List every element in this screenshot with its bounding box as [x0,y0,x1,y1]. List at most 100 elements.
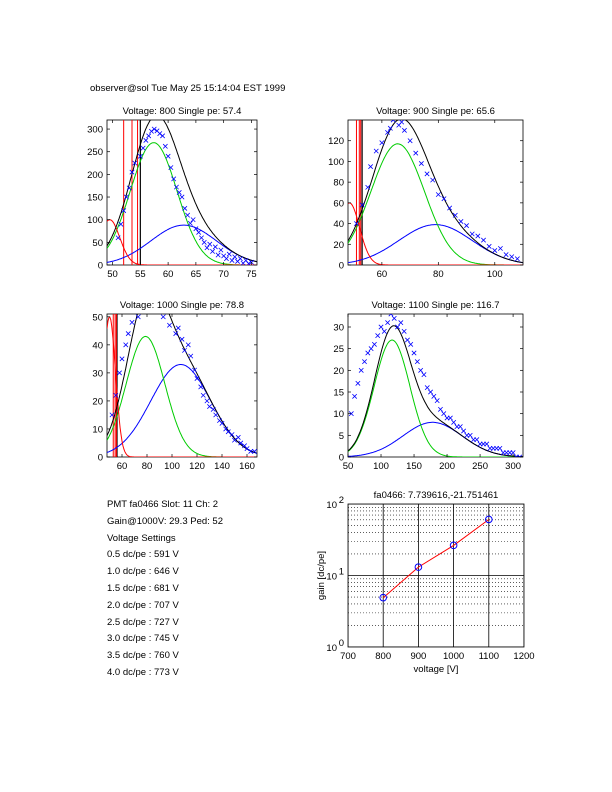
data-point [388,314,394,317]
data-point [365,184,371,190]
data-point [368,164,374,170]
x-tick-label: 1200 [513,651,534,662]
data-point [173,331,179,337]
data-point [151,126,157,132]
data-point [235,434,241,440]
data-point [492,248,498,253]
data-point [137,153,143,159]
y-tick-label: 0 [339,453,344,464]
gain-point [449,541,458,550]
data-point [140,145,146,151]
data-point [395,324,401,330]
y-tick-label: 0 [98,261,103,272]
y-tick-label: 20 [333,240,344,251]
histogram-800v: Voltage: 800 Single pe: 57.4 50 55 60 65 70 75… [87,106,258,280]
data-point [182,347,187,353]
data-point [467,432,473,438]
y-tick-exponent: 2 [339,495,344,506]
histogram-1000v: Voltage: 1000 Single pe: 78.860 80 100 120 1… [92,287,258,472]
data-point [244,446,250,452]
data-point [375,333,381,339]
x-tick-label: 120 [189,461,205,472]
x-tick-label: 100 [373,461,389,472]
y-tick-label: 50 [92,312,103,323]
data-point [129,169,135,175]
data-point [452,212,458,218]
plot-title: Voltage: 1100 Single pe: 116.7 [371,300,499,311]
plot-frame [347,313,524,458]
x-tick-label: 80 [142,461,153,472]
data-point [204,245,210,251]
y-tick-label: 20 [333,366,344,377]
x-axis-label: voltage [V] [414,664,459,675]
data-point [353,221,359,227]
data-point [229,257,235,263]
data-point [229,432,235,438]
data-point [355,380,361,386]
data-point [484,441,490,447]
data-point [437,406,443,412]
total-fit [348,120,523,264]
data-point [381,328,387,334]
data-point [210,248,216,254]
plot-area [348,314,523,457]
data-point [125,331,131,337]
data-point [145,287,149,291]
data-point [207,404,212,410]
data-point [404,337,410,343]
data-point [413,150,419,156]
data-point [119,356,125,362]
x-tick-label: 300 [505,461,521,472]
info-line: Gain@1000V: 29.3 Ped: 52 [107,515,223,527]
data-point [207,241,213,247]
data-point [475,233,481,239]
data-point [173,184,179,190]
data-point [160,314,166,320]
data-point [129,319,135,325]
data-point [142,292,146,296]
data-point [165,153,171,159]
data-point [430,177,436,183]
data-point [373,148,379,154]
x-tick-label: 160 [239,461,255,472]
single-pe-fit [348,339,523,457]
y-tick-exponent: 0 [339,638,344,649]
x-tick-label: 250 [472,461,488,472]
y-tick-label: 300 [87,125,103,136]
data-point [379,140,385,146]
histogram-900v: Voltage: 900 Single pe: 65.6 60 80 100 0 20 40… [328,106,524,280]
data-point [474,437,480,443]
data-point [408,341,414,347]
plot-title: Voltage: 1000 Single pe: 78.8 [120,300,244,311]
x-tick-label: 800 [375,651,391,662]
data-point [441,196,447,202]
data-point [176,190,182,195]
x-tick-label: 60 [377,269,388,280]
data-point [428,389,434,395]
data-point [190,217,196,223]
data-point [486,243,492,249]
data-point [458,219,464,224]
y-tick-label: 0 [339,261,344,272]
data-point [238,440,244,446]
pmt-info-panel: PMT fa0466 Slot: 11 Ch: 2 Gain@1000V: 29… [107,497,223,682]
data-point [179,336,185,342]
x-tick-label: 150 [406,461,422,472]
data-point [146,133,152,139]
gain-vs-voltage-plot: fa0466: 7.739616,-21.751461 700 800 900 1000… [316,490,535,675]
data-point [401,328,407,334]
data-point [362,359,367,365]
x-tick-label: 75 [246,269,257,280]
data-point [411,350,417,356]
info-line: 0.5 dc/pe : 591 V [107,549,179,561]
data-point [441,411,447,417]
data-point [198,384,204,390]
x-tick-label: 140 [214,461,230,472]
data-point [204,398,210,404]
y-tick-label: 200 [87,170,103,181]
data-point [123,194,129,200]
data-point [225,429,231,435]
x-tick-label: 1000 [443,651,464,662]
y-tick-label: 100 [328,157,344,168]
